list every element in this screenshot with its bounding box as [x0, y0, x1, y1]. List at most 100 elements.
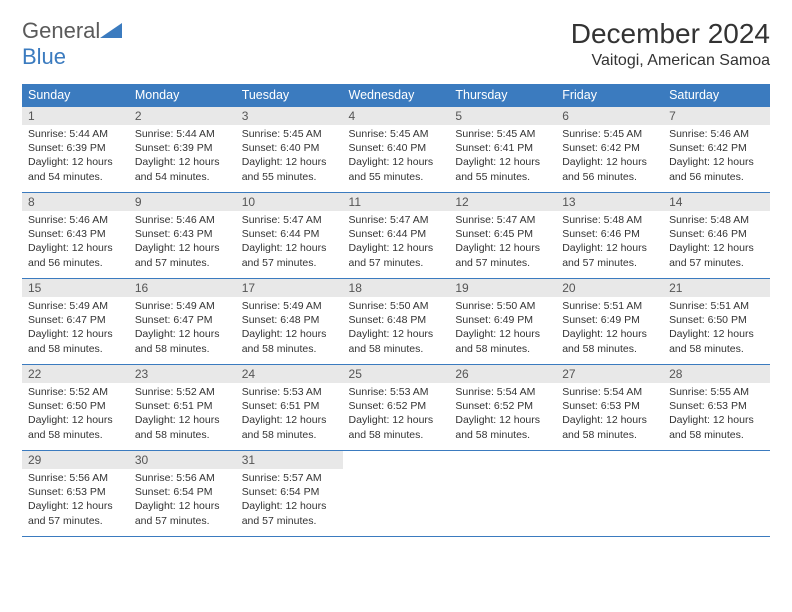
- calendar-row: 22Sunrise: 5:52 AMSunset: 6:50 PMDayligh…: [22, 365, 770, 451]
- day-number: 3: [236, 107, 343, 125]
- calendar-cell: 19Sunrise: 5:50 AMSunset: 6:49 PMDayligh…: [449, 279, 556, 365]
- calendar-table: SundayMondayTuesdayWednesdayThursdayFrid…: [22, 84, 770, 537]
- day-details: Sunrise: 5:46 AMSunset: 6:43 PMDaylight:…: [22, 211, 129, 274]
- weekday-header: Saturday: [663, 84, 770, 107]
- calendar-row: 29Sunrise: 5:56 AMSunset: 6:53 PMDayligh…: [22, 451, 770, 537]
- day-number: 17: [236, 279, 343, 297]
- day-number: 30: [129, 451, 236, 469]
- calendar-cell: 25Sunrise: 5:53 AMSunset: 6:52 PMDayligh…: [343, 365, 450, 451]
- calendar-cell: 17Sunrise: 5:49 AMSunset: 6:48 PMDayligh…: [236, 279, 343, 365]
- calendar-cell: [449, 451, 556, 537]
- weekday-header: Thursday: [449, 84, 556, 107]
- calendar-cell: 29Sunrise: 5:56 AMSunset: 6:53 PMDayligh…: [22, 451, 129, 537]
- day-number: 1: [22, 107, 129, 125]
- day-details: Sunrise: 5:56 AMSunset: 6:54 PMDaylight:…: [129, 469, 236, 532]
- calendar-cell: 28Sunrise: 5:55 AMSunset: 6:53 PMDayligh…: [663, 365, 770, 451]
- calendar-cell: 2Sunrise: 5:44 AMSunset: 6:39 PMDaylight…: [129, 107, 236, 193]
- calendar-cell: 15Sunrise: 5:49 AMSunset: 6:47 PMDayligh…: [22, 279, 129, 365]
- weekday-header: Wednesday: [343, 84, 450, 107]
- month-title: December 2024: [571, 18, 770, 50]
- day-number: 23: [129, 365, 236, 383]
- day-details: Sunrise: 5:56 AMSunset: 6:53 PMDaylight:…: [22, 469, 129, 532]
- calendar-cell: 16Sunrise: 5:49 AMSunset: 6:47 PMDayligh…: [129, 279, 236, 365]
- calendar-cell: 18Sunrise: 5:50 AMSunset: 6:48 PMDayligh…: [343, 279, 450, 365]
- calendar-cell: [663, 451, 770, 537]
- weekday-header: Friday: [556, 84, 663, 107]
- logo-text-blue: Blue: [22, 44, 66, 69]
- calendar-cell: [343, 451, 450, 537]
- day-number: 31: [236, 451, 343, 469]
- weekday-header: Monday: [129, 84, 236, 107]
- day-details: Sunrise: 5:46 AMSunset: 6:43 PMDaylight:…: [129, 211, 236, 274]
- day-number: 29: [22, 451, 129, 469]
- calendar-cell: 5Sunrise: 5:45 AMSunset: 6:41 PMDaylight…: [449, 107, 556, 193]
- calendar-cell: 3Sunrise: 5:45 AMSunset: 6:40 PMDaylight…: [236, 107, 343, 193]
- day-details: Sunrise: 5:45 AMSunset: 6:40 PMDaylight:…: [236, 125, 343, 188]
- day-number: 25: [343, 365, 450, 383]
- calendar-row: 1Sunrise: 5:44 AMSunset: 6:39 PMDaylight…: [22, 107, 770, 193]
- day-number: 27: [556, 365, 663, 383]
- day-details: Sunrise: 5:44 AMSunset: 6:39 PMDaylight:…: [129, 125, 236, 188]
- weekday-header-row: SundayMondayTuesdayWednesdayThursdayFrid…: [22, 84, 770, 107]
- calendar-cell: 24Sunrise: 5:53 AMSunset: 6:51 PMDayligh…: [236, 365, 343, 451]
- calendar-cell: 22Sunrise: 5:52 AMSunset: 6:50 PMDayligh…: [22, 365, 129, 451]
- day-details: Sunrise: 5:45 AMSunset: 6:41 PMDaylight:…: [449, 125, 556, 188]
- day-details: Sunrise: 5:48 AMSunset: 6:46 PMDaylight:…: [556, 211, 663, 274]
- weekday-header: Tuesday: [236, 84, 343, 107]
- day-details: Sunrise: 5:45 AMSunset: 6:42 PMDaylight:…: [556, 125, 663, 188]
- calendar-cell: 7Sunrise: 5:46 AMSunset: 6:42 PMDaylight…: [663, 107, 770, 193]
- day-number: 4: [343, 107, 450, 125]
- day-number: 9: [129, 193, 236, 211]
- day-details: Sunrise: 5:44 AMSunset: 6:39 PMDaylight:…: [22, 125, 129, 188]
- day-details: Sunrise: 5:55 AMSunset: 6:53 PMDaylight:…: [663, 383, 770, 446]
- day-details: Sunrise: 5:54 AMSunset: 6:52 PMDaylight:…: [449, 383, 556, 446]
- calendar-cell: 23Sunrise: 5:52 AMSunset: 6:51 PMDayligh…: [129, 365, 236, 451]
- logo-text-wrap: General Blue: [22, 18, 122, 70]
- day-number: 20: [556, 279, 663, 297]
- day-number: 21: [663, 279, 770, 297]
- calendar-cell: 13Sunrise: 5:48 AMSunset: 6:46 PMDayligh…: [556, 193, 663, 279]
- header-right: December 2024 Vaitogi, American Samoa: [571, 18, 770, 70]
- calendar-row: 8Sunrise: 5:46 AMSunset: 6:43 PMDaylight…: [22, 193, 770, 279]
- day-details: Sunrise: 5:52 AMSunset: 6:51 PMDaylight:…: [129, 383, 236, 446]
- calendar-cell: 21Sunrise: 5:51 AMSunset: 6:50 PMDayligh…: [663, 279, 770, 365]
- calendar-cell: 12Sunrise: 5:47 AMSunset: 6:45 PMDayligh…: [449, 193, 556, 279]
- calendar-cell: 4Sunrise: 5:45 AMSunset: 6:40 PMDaylight…: [343, 107, 450, 193]
- day-number: 12: [449, 193, 556, 211]
- day-details: Sunrise: 5:47 AMSunset: 6:44 PMDaylight:…: [236, 211, 343, 274]
- day-number: 7: [663, 107, 770, 125]
- calendar-cell: 10Sunrise: 5:47 AMSunset: 6:44 PMDayligh…: [236, 193, 343, 279]
- day-details: Sunrise: 5:51 AMSunset: 6:50 PMDaylight:…: [663, 297, 770, 360]
- day-number: 15: [22, 279, 129, 297]
- day-number: 8: [22, 193, 129, 211]
- day-number: 26: [449, 365, 556, 383]
- calendar-cell: 9Sunrise: 5:46 AMSunset: 6:43 PMDaylight…: [129, 193, 236, 279]
- day-details: Sunrise: 5:49 AMSunset: 6:48 PMDaylight:…: [236, 297, 343, 360]
- day-number: 10: [236, 193, 343, 211]
- calendar-cell: 11Sunrise: 5:47 AMSunset: 6:44 PMDayligh…: [343, 193, 450, 279]
- day-details: Sunrise: 5:54 AMSunset: 6:53 PMDaylight:…: [556, 383, 663, 446]
- day-details: Sunrise: 5:52 AMSunset: 6:50 PMDaylight:…: [22, 383, 129, 446]
- day-number: 11: [343, 193, 450, 211]
- calendar-cell: 27Sunrise: 5:54 AMSunset: 6:53 PMDayligh…: [556, 365, 663, 451]
- day-number: 2: [129, 107, 236, 125]
- day-details: Sunrise: 5:45 AMSunset: 6:40 PMDaylight:…: [343, 125, 450, 188]
- day-number: 22: [22, 365, 129, 383]
- day-details: Sunrise: 5:48 AMSunset: 6:46 PMDaylight:…: [663, 211, 770, 274]
- logo: General Blue: [22, 18, 122, 70]
- day-details: Sunrise: 5:53 AMSunset: 6:51 PMDaylight:…: [236, 383, 343, 446]
- day-number: 14: [663, 193, 770, 211]
- calendar-cell: 30Sunrise: 5:56 AMSunset: 6:54 PMDayligh…: [129, 451, 236, 537]
- day-details: Sunrise: 5:46 AMSunset: 6:42 PMDaylight:…: [663, 125, 770, 188]
- logo-text-general: General: [22, 18, 100, 43]
- calendar-cell: 31Sunrise: 5:57 AMSunset: 6:54 PMDayligh…: [236, 451, 343, 537]
- day-details: Sunrise: 5:49 AMSunset: 6:47 PMDaylight:…: [22, 297, 129, 360]
- day-details: Sunrise: 5:57 AMSunset: 6:54 PMDaylight:…: [236, 469, 343, 532]
- day-number: 6: [556, 107, 663, 125]
- day-details: Sunrise: 5:51 AMSunset: 6:49 PMDaylight:…: [556, 297, 663, 360]
- calendar-cell: 26Sunrise: 5:54 AMSunset: 6:52 PMDayligh…: [449, 365, 556, 451]
- logo-triangle-icon: [100, 20, 122, 43]
- calendar-cell: [556, 451, 663, 537]
- calendar-body: 1Sunrise: 5:44 AMSunset: 6:39 PMDaylight…: [22, 107, 770, 537]
- day-details: Sunrise: 5:47 AMSunset: 6:44 PMDaylight:…: [343, 211, 450, 274]
